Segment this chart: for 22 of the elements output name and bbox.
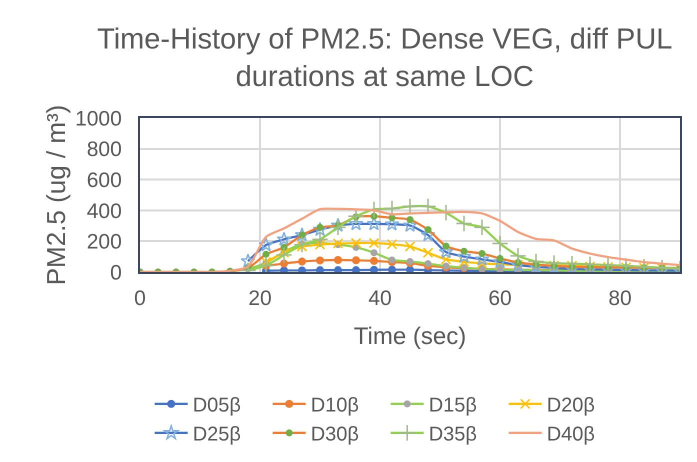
legend-label: D40β bbox=[546, 424, 595, 446]
legend-label: D25β bbox=[192, 424, 241, 446]
y-tick-label: 0 bbox=[110, 261, 122, 284]
legend-label: D10β bbox=[310, 394, 359, 417]
chart-title: Time-History of PM2.5: Dense VEG, diff PUL durations at same LOC bbox=[97, 24, 672, 94]
y-tick-label: 600 bbox=[86, 168, 122, 192]
x-tick-label: 60 bbox=[488, 287, 512, 310]
legend-label: D30β bbox=[310, 424, 359, 446]
legend-label: D35β bbox=[428, 424, 477, 446]
x-axis-title: Time (sec) bbox=[354, 323, 466, 350]
legend-label: D05β bbox=[192, 394, 241, 417]
y-tick-label: 200 bbox=[86, 230, 122, 254]
y-tick-label: 1000 bbox=[75, 107, 122, 130]
x-tick-label: 40 bbox=[368, 287, 392, 310]
x-tick-label: 20 bbox=[248, 287, 272, 310]
y-tick-label: 800 bbox=[86, 138, 122, 162]
x-tick-label: 80 bbox=[608, 287, 632, 310]
x-tick-label: 0 bbox=[134, 287, 146, 310]
y-axis-title: PM2.5 (ug / m³) bbox=[40, 104, 71, 286]
legend-label: D15β bbox=[428, 394, 477, 417]
y-tick-label: 400 bbox=[86, 200, 122, 223]
legend-label: D20β bbox=[546, 394, 595, 417]
